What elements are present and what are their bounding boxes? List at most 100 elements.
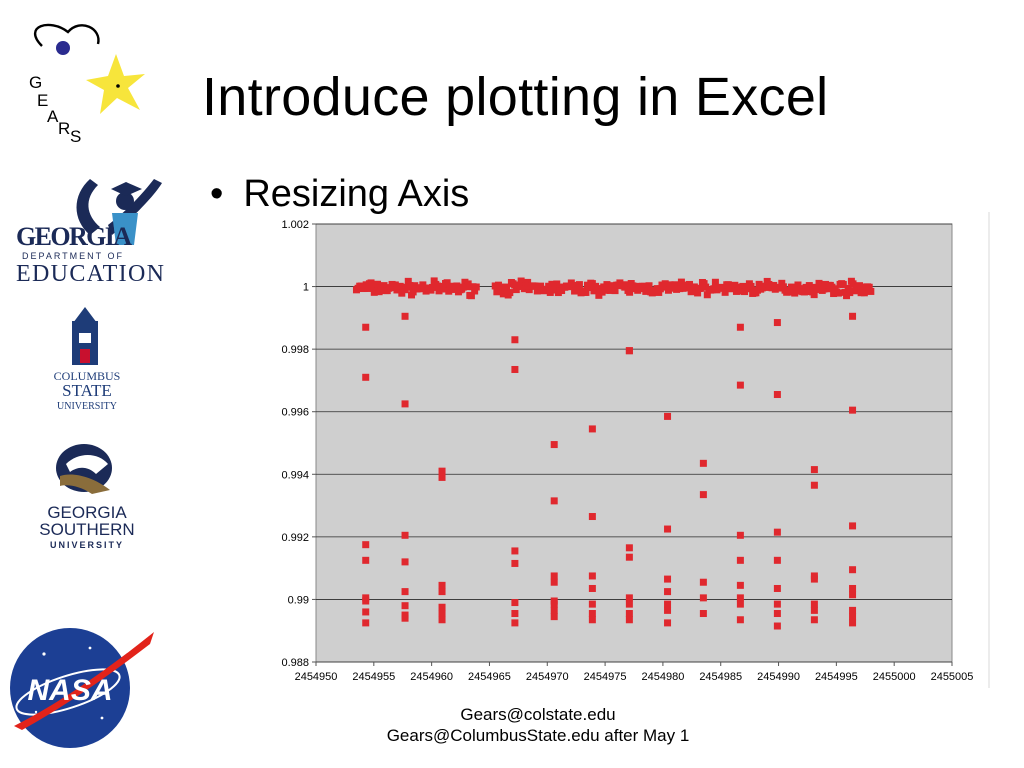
baseline-point — [406, 282, 414, 290]
data-point — [625, 600, 633, 608]
baseline-point — [867, 287, 875, 295]
data-point — [736, 600, 744, 608]
x-tick-label: 2454985 — [699, 671, 742, 683]
baseline-point — [493, 288, 501, 296]
data-point — [550, 497, 558, 505]
gears-planet-icon — [56, 41, 70, 55]
baseline-point — [794, 281, 802, 289]
data-point — [773, 556, 781, 564]
x-tick-label: 2454950 — [295, 671, 338, 683]
baseline-point — [626, 288, 634, 296]
gsu-line3: UNIVERSITY — [50, 540, 124, 550]
georgia-southern-logo: GEORGIA SOUTHERN UNIVERSITY — [39, 444, 135, 550]
baseline-point — [697, 284, 705, 292]
data-point — [362, 323, 370, 331]
csu-line1: COLUMBUS — [54, 369, 121, 383]
baseline-point — [849, 280, 857, 288]
data-point — [699, 459, 707, 467]
data-point — [849, 619, 857, 627]
data-point — [438, 603, 446, 611]
x-tick-label: 2454980 — [641, 671, 684, 683]
data-point — [401, 614, 409, 622]
data-point — [550, 572, 558, 580]
data-point — [588, 610, 596, 618]
baseline-point — [860, 289, 868, 297]
logo-sidebar: G E A R S GEORGIA DEPARTMENT OF EDUCATIO… — [0, 0, 175, 768]
gsu-line1: GEORGIA — [47, 503, 127, 522]
baseline-point — [467, 292, 475, 300]
gears-letter-s: S — [70, 127, 81, 146]
data-point — [849, 613, 857, 621]
scatter-chart: 0.988 0.99 0.992 0.994 0.996 0.998 1 1.002 24549… — [262, 212, 990, 692]
data-point — [550, 600, 558, 608]
doe-mortarboard-icon — [111, 182, 142, 196]
doe-line3: EDUCATION — [16, 261, 164, 285]
baseline-point — [553, 280, 561, 288]
data-point — [736, 616, 744, 624]
data-point — [699, 578, 707, 586]
baseline-point — [711, 278, 719, 286]
baseline-point — [786, 288, 794, 296]
baseline-point — [517, 277, 525, 285]
data-point — [588, 600, 596, 608]
baseline-point — [731, 281, 739, 289]
nasa-logo: NASA — [10, 628, 154, 748]
y-tick-label: 0.996 — [281, 407, 309, 419]
data-point — [664, 606, 672, 614]
data-point — [362, 619, 370, 627]
data-point — [362, 541, 370, 549]
baseline-point — [805, 282, 813, 290]
baseline-point — [404, 277, 412, 285]
baseline-point — [865, 283, 873, 291]
baseline-point — [603, 281, 611, 289]
eagle-face — [66, 455, 108, 474]
baseline-point — [789, 283, 797, 291]
baseline-point — [622, 281, 630, 289]
data-point — [511, 336, 519, 344]
data-point — [438, 473, 446, 481]
csu-window — [79, 333, 91, 343]
data-point — [625, 610, 633, 618]
chart-canvas: 0.988 0.99 0.992 0.994 0.996 0.998 1 1.002 24549… — [281, 212, 990, 688]
data-point — [588, 513, 596, 521]
gears-letter-e: E — [37, 91, 48, 110]
baseline-point — [499, 290, 507, 298]
data-point — [438, 581, 446, 589]
baseline-point — [435, 287, 443, 295]
bullet-item: • Resizing Axis — [210, 175, 469, 213]
data-point — [401, 312, 409, 320]
data-point — [401, 531, 409, 539]
baseline-point — [677, 278, 685, 286]
columbus-state-logo: COLUMBUS STATE UNIVERSITY — [54, 307, 121, 412]
data-point — [664, 600, 672, 608]
data-point — [362, 556, 370, 564]
x-tick-label: 2454975 — [584, 671, 627, 683]
baseline-point — [471, 287, 479, 295]
csu-line2: STATE — [62, 381, 112, 400]
slide-title: Introduce plotting in Excel — [202, 67, 829, 127]
data-point — [438, 588, 446, 596]
data-point — [664, 588, 672, 596]
footer-email-future: Gears@ColumbusState.edu after May 1 — [386, 725, 690, 745]
data-point — [699, 594, 707, 602]
eagle-beak — [60, 474, 110, 494]
baseline-point — [747, 282, 755, 290]
data-point — [588, 572, 596, 580]
bullet-text: Resizing Axis — [243, 173, 470, 215]
y-tick-label: 0.99 — [288, 594, 309, 606]
data-point — [550, 606, 558, 614]
y-tick-label: 1 — [303, 282, 309, 294]
baseline-point — [533, 287, 541, 295]
data-point — [849, 584, 857, 592]
nasa-wordmark: NASA — [27, 674, 112, 707]
data-point — [511, 599, 519, 607]
doe-body-icon — [112, 213, 138, 245]
x-tick-label: 2454970 — [526, 671, 569, 683]
baseline-point — [370, 288, 378, 296]
baseline-point — [440, 285, 448, 293]
doe-arms-icon — [76, 179, 100, 235]
baseline-point — [755, 280, 763, 288]
baseline-point — [367, 279, 375, 287]
csu-line3: UNIVERSITY — [57, 401, 117, 412]
georgia-doe-logo: GEORGIA DEPARTMENT OF EDUCATION — [16, 179, 164, 285]
